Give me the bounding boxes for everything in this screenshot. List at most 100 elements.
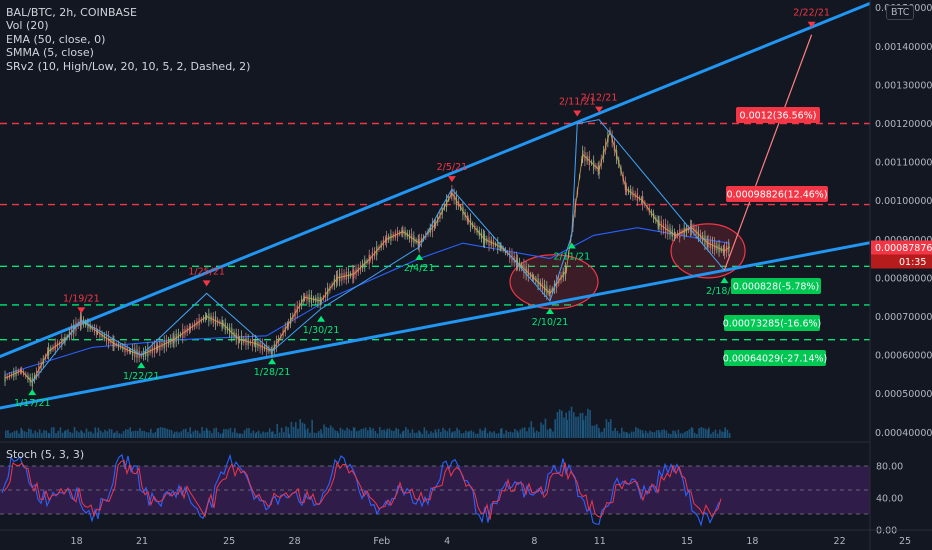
volume-bar [348,429,351,438]
volume-bar [129,427,131,438]
volume-bar [450,432,453,438]
indicator-ema[interactable]: EMA (50, close, 0) [6,32,106,46]
volume-bar [215,427,218,438]
volume-bar [266,431,269,438]
swing-high-arrow [807,21,816,28]
volume-bar [196,430,199,438]
volume-bar [402,430,405,438]
swing-date-label: 2/5/21 [437,162,468,173]
volume-bar [383,429,385,438]
volume-bar [486,433,489,438]
level-label-box[interactable] [724,315,820,331]
volume-bar [723,431,726,438]
volume-bar [184,428,187,438]
volume-bar [320,429,322,438]
volume-bar [550,428,552,438]
indicator-volume[interactable]: Vol (20) [6,19,49,33]
volume-bar [521,427,524,438]
volume-bar [708,427,710,438]
volume-bar [287,427,290,438]
volume-bar [489,431,491,438]
volume-bar [43,430,45,438]
currency-badge[interactable]: BTC [886,5,915,20]
price-tick-label: 0.00080000 [875,273,932,284]
volume-bar [288,433,290,438]
volume-bar [540,422,542,438]
countdown-badge[interactable] [871,254,932,269]
level-label-box[interactable] [726,186,828,202]
stoch-tick-label: 80.00 [876,462,903,473]
volume-bar [681,433,684,438]
volume-bar [194,429,197,438]
volume-bar [507,432,510,438]
volume-bar [693,432,696,438]
volume-bar [339,427,342,438]
volume-bar [205,427,208,438]
volume-bar [538,431,540,438]
volume-bar [570,406,573,438]
swing-low-arrow [567,242,576,249]
stoch-indicator-label[interactable]: Stoch (5, 3, 3) [6,448,85,461]
swing-date-label: 2/22/21 [793,8,830,19]
volume-bar [528,427,530,438]
volume-bar [301,422,304,438]
lower-trendline[interactable] [0,237,889,410]
volume-bar [386,428,389,438]
volume-bar [726,429,729,438]
volume-bar [85,428,88,438]
volume-bar [623,431,625,438]
bottom-highlight-ellipse[interactable] [509,254,599,310]
volume-bar [618,433,621,438]
volume-bar [612,430,614,438]
volume-bar [353,427,356,438]
volume-bar [584,415,587,438]
projection-line[interactable] [723,34,813,271]
bar-countdown: 01:35 [899,257,926,268]
volume-bar [517,432,519,438]
volume-bar [593,425,596,438]
volume-bar [344,430,346,438]
volume-bar [483,430,486,438]
swing-low-arrow [28,389,37,396]
volume-bar [20,427,22,438]
volume-bar [346,427,348,438]
volume-bar [71,432,74,438]
volume-bar [704,428,707,438]
volume-bar [25,432,28,438]
volume-bar [69,432,71,438]
upper-trendline[interactable] [0,0,888,359]
volume-bar [437,428,440,438]
level-label-box[interactable] [724,350,826,366]
volume-bar [254,433,257,438]
volume-bar [614,427,616,438]
time-tick-label: 18 [71,536,83,547]
volume-bar [337,433,340,438]
volume-bar [309,432,311,438]
time-tick-label: 21 [136,536,148,547]
volume-bar [679,433,682,438]
time-tick-label: 25 [899,536,911,547]
last-price-badge[interactable] [871,240,932,255]
price-tick-label: 0.00130000 [875,80,932,91]
volume-bar [477,433,479,438]
stoch-d-line [3,459,722,520]
volume-bar [630,431,633,438]
swing-date-label: 1/17/21 [14,398,51,409]
volume-bar [479,428,481,438]
volume-bar [467,432,469,438]
indicator-smma[interactable]: SMMA (5, close) [6,46,94,60]
volume-bar [533,432,536,438]
time-tick-label: 11 [594,536,606,547]
volume-bar [728,432,731,438]
volume-bar [223,429,225,438]
volume-bar [272,431,274,438]
volume-bar [360,429,362,438]
volume-bar [658,430,660,438]
level-label-box[interactable] [736,107,820,123]
indicator-srv2[interactable]: SRv2 (10, High/Low, 20, 10, 5, 2, Dashed… [6,59,251,73]
volume-bar [491,432,493,438]
level-label-box[interactable] [731,278,821,294]
volume-bar [61,432,64,438]
